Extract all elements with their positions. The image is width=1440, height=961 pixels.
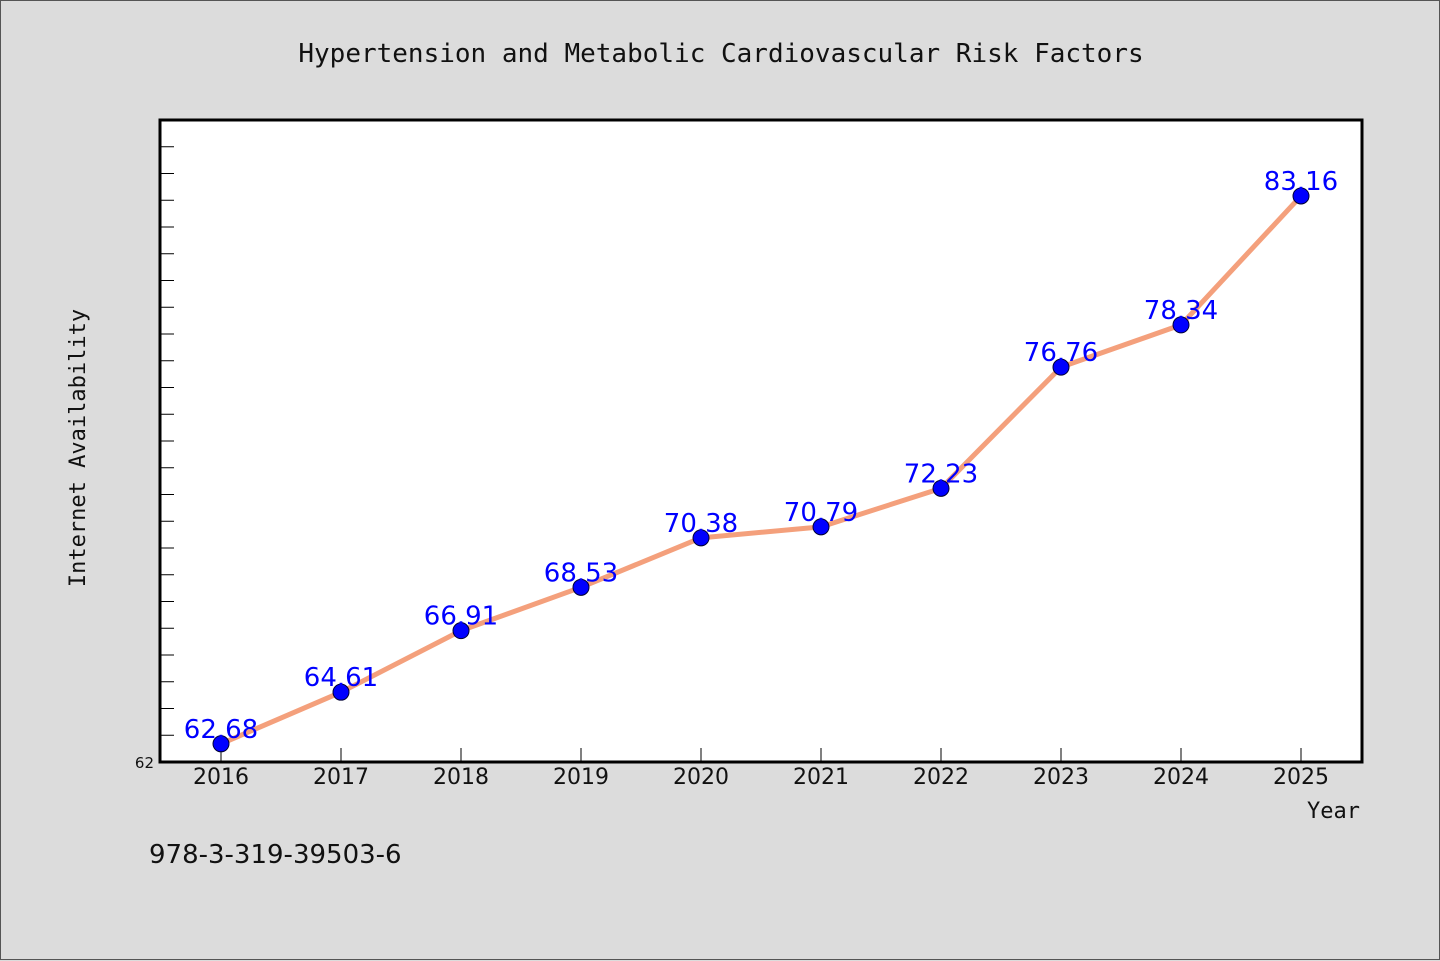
data-label: 70.79 [784,498,858,528]
x-axis-label: Year [1307,799,1360,824]
x-tick-label: 2025 [1273,765,1329,790]
data-point [572,578,590,596]
data-point [812,518,830,536]
data-label: 83.16 [1264,167,1338,197]
y-axis-tick-labels: 62 [135,754,154,772]
data-label: 62.68 [184,715,258,745]
x-tick-label: 2020 [673,765,729,790]
series-points-group [212,187,1310,753]
data-point [692,529,710,547]
isbn-footer: 978-3-319-39503-6 [149,840,402,870]
plot-area [158,118,1364,764]
data-labels-group: 62.68 64.61 66.91 68.53 70.38 70.79 72.23 76.76… [184,167,1338,745]
data-point [932,479,950,497]
data-point [1052,358,1070,376]
x-tick-label: 2024 [1153,765,1209,790]
data-point [332,683,350,701]
x-tick-label: 2022 [913,765,969,790]
y-axis-ticks [160,146,174,763]
series-line-group [218,193,1304,747]
x-tick-label: 2017 [313,765,369,790]
y-tick-label: 62 [135,754,154,772]
data-point [452,622,470,640]
x-tick-label: 2021 [793,765,849,790]
x-tick-label: 2016 [193,765,249,790]
x-tick-label: 2023 [1033,765,1089,790]
data-point [1172,316,1190,334]
data-label: 64.61 [304,663,378,693]
data-label: 72.23 [904,459,978,489]
data-label: 68.53 [544,558,618,588]
series-line [218,193,1304,747]
data-label: 78.34 [1144,296,1218,326]
chart-title: Hypertension and Metabolic Cardiovascula… [298,39,1143,69]
data-label: 76.76 [1024,338,1098,368]
data-label: 66.91 [424,602,498,632]
data-point [212,735,230,753]
data-point [1292,187,1310,205]
x-axis-tick-labels: 2016 2017 2018 2019 2020 2021 2022 2023 2024 2025 [193,765,1329,790]
y-axis-label: Internet Availability [66,309,91,587]
x-axis-ticks [220,748,1302,762]
x-tick-label: 2019 [553,765,609,790]
x-tick-label: 2018 [433,765,489,790]
data-label: 70.38 [664,509,738,539]
